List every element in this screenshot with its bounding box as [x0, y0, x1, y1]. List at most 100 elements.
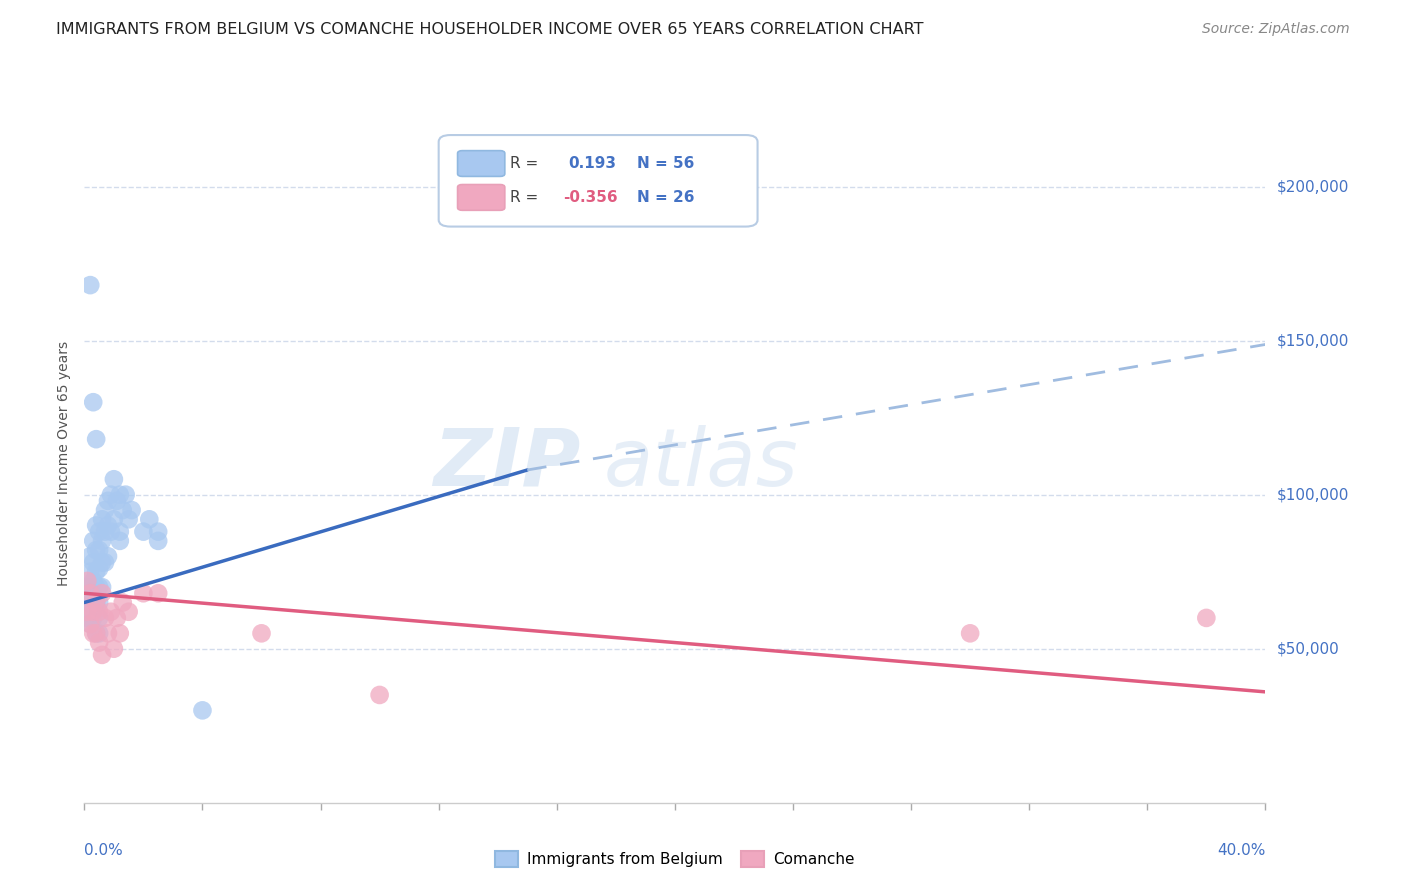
Point [91, 533, 114, 548]
Point [84, 626, 107, 640]
Point [108, 488, 131, 502]
Point [103, 512, 125, 526]
Point [132, 524, 155, 539]
Point [91, 580, 114, 594]
Point [79, 617, 101, 632]
Point [82, 556, 104, 570]
Point [100, 488, 122, 502]
Point [84, 518, 107, 533]
Point [368, 688, 391, 702]
Point [108, 626, 131, 640]
Text: N = 26: N = 26 [637, 190, 695, 205]
Point [79, 565, 101, 579]
Text: Source: ZipAtlas.com: Source: ZipAtlas.com [1202, 22, 1350, 37]
Point [91, 586, 114, 600]
Point [100, 524, 122, 539]
Point [84, 565, 107, 579]
Point [82, 574, 104, 588]
Point [91, 648, 114, 662]
Text: R =: R = [509, 156, 537, 171]
Point [87, 580, 111, 594]
Text: $150,000: $150,000 [1277, 333, 1348, 348]
Point [84, 595, 107, 609]
Point [118, 605, 141, 619]
Point [94, 524, 117, 539]
Point [82, 533, 104, 548]
Point [84, 595, 107, 609]
Point [79, 580, 101, 594]
Point [132, 586, 155, 600]
Text: N = 56: N = 56 [637, 156, 695, 171]
Point [97, 518, 120, 533]
FancyBboxPatch shape [457, 185, 505, 211]
Point [91, 512, 114, 526]
Point [97, 549, 120, 564]
Point [108, 533, 131, 548]
Point [79, 278, 101, 293]
Point [103, 472, 125, 486]
Point [79, 549, 101, 564]
Point [84, 580, 107, 594]
Point [250, 626, 273, 640]
Point [82, 626, 104, 640]
Y-axis label: Householder Income Over 65 years: Householder Income Over 65 years [58, 342, 72, 586]
Point [111, 503, 134, 517]
FancyBboxPatch shape [457, 151, 505, 177]
Point [84, 432, 107, 446]
Point [148, 533, 170, 548]
Point [82, 605, 104, 619]
Text: $50,000: $50,000 [1277, 641, 1340, 657]
Point [87, 561, 111, 575]
Point [111, 595, 134, 609]
Point [87, 611, 111, 625]
Point [959, 626, 981, 640]
Point [87, 595, 111, 609]
Point [76, 595, 98, 609]
Point [191, 703, 214, 717]
Text: IMMIGRANTS FROM BELGIUM VS COMANCHE HOUSEHOLDER INCOME OVER 65 YEARS CORRELATION: IMMIGRANTS FROM BELGIUM VS COMANCHE HOUS… [56, 22, 924, 37]
Point [94, 611, 117, 625]
Point [82, 395, 104, 409]
Point [114, 488, 136, 502]
FancyBboxPatch shape [439, 135, 758, 227]
Point [87, 524, 111, 539]
Point [87, 543, 111, 558]
Text: -0.356: -0.356 [562, 190, 617, 205]
Point [118, 512, 141, 526]
Point [1195, 611, 1218, 625]
Point [100, 605, 122, 619]
Point [82, 611, 104, 625]
Point [87, 626, 111, 640]
Text: $200,000: $200,000 [1277, 179, 1348, 194]
Point [148, 524, 170, 539]
Point [108, 524, 131, 539]
Text: $100,000: $100,000 [1277, 487, 1348, 502]
Text: R =: R = [509, 190, 537, 205]
Point [121, 503, 143, 517]
Point [97, 626, 120, 640]
Point [103, 641, 125, 656]
Point [138, 512, 160, 526]
Point [76, 611, 98, 625]
Point [79, 595, 101, 609]
Point [84, 626, 107, 640]
Text: atlas: atlas [605, 425, 799, 503]
Point [105, 493, 128, 508]
Text: ZIP: ZIP [433, 425, 581, 503]
Point [87, 635, 111, 649]
Text: 40.0%: 40.0% [1218, 844, 1265, 858]
Point [94, 556, 117, 570]
Point [87, 605, 111, 619]
Point [94, 503, 117, 517]
Point [79, 617, 101, 632]
Text: 0.0%: 0.0% [84, 844, 124, 858]
Point [82, 586, 104, 600]
Point [76, 605, 98, 619]
Point [76, 580, 98, 594]
Point [79, 586, 101, 600]
Point [91, 556, 114, 570]
Point [148, 586, 170, 600]
Legend: Immigrants from Belgium, Comanche: Immigrants from Belgium, Comanche [489, 845, 860, 873]
Point [84, 543, 107, 558]
Point [97, 493, 120, 508]
